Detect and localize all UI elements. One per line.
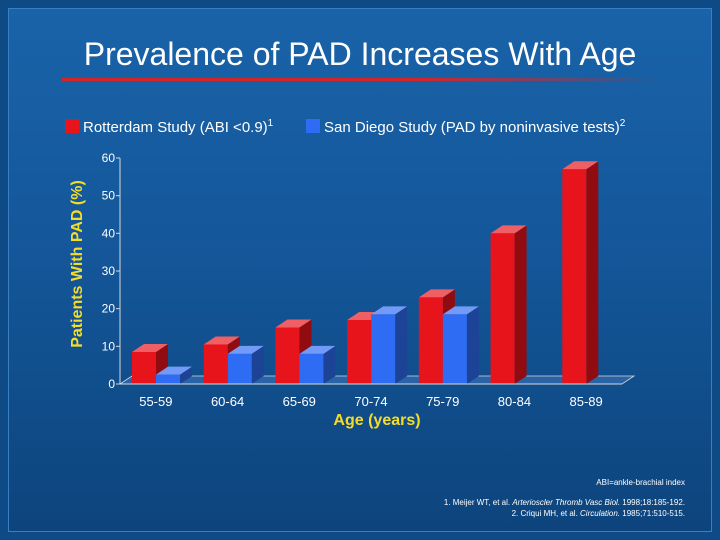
legend-label-sandiego: San Diego Study (PAD by noninvasive test… <box>324 118 626 136</box>
bar-s1-65-69 <box>299 345 336 384</box>
references: 1. Meijer WT, et al. Arterioscler Thromb… <box>444 497 685 519</box>
y-tick-label-3: 30 <box>102 264 116 278</box>
legend-swatch-rotterdam <box>65 119 79 133</box>
x-axis-label: Age (years) <box>333 412 421 429</box>
bar-s1-55-59 <box>156 366 192 384</box>
x-tick-label-80-84: 80-84 <box>498 394 531 409</box>
x-tick-label-75-79: 75-79 <box>426 394 459 409</box>
bar-s1-70-74 <box>371 306 408 384</box>
x-tick-label-55-59: 55-59 <box>139 394 172 409</box>
abbreviation-note: ABI=ankle-brachial index <box>596 478 685 487</box>
x-tick-label-60-64: 60-64 <box>211 394 244 409</box>
x-tick-label-65-69: 65-69 <box>283 394 316 409</box>
x-tick-label-70-74: 70-74 <box>354 394 387 409</box>
y-tick-label-6: 60 <box>102 151 116 165</box>
reference-2: 2. Criqui MH, et al. Circulation. 1985;7… <box>511 509 685 518</box>
chart-title: Prevalence of PAD Increases With Age <box>83 36 637 72</box>
x-tick-label-85-89: 85-89 <box>570 394 603 409</box>
bar-s1-75-79 <box>442 306 479 384</box>
legend-swatch-sandiego <box>306 119 320 133</box>
bar-s0-80-84 <box>490 225 527 384</box>
reference-1: 1. Meijer WT, et al. Arterioscler Thromb… <box>443 498 685 507</box>
bar-s1-60-64 <box>227 345 264 384</box>
bar-s0-85-89 <box>562 161 599 384</box>
legend: Rotterdam Study (ABI <0.9)1 San Diego St… <box>0 118 720 142</box>
legend-label-rotterdam: Rotterdam Study (ABI <0.9)1 <box>83 118 274 136</box>
legend-item-sandiego: San Diego Study (PAD by noninvasive test… <box>306 118 625 136</box>
y-tick-label-5: 50 <box>102 189 116 203</box>
y-tick-label-1: 10 <box>102 339 116 353</box>
title-underline <box>62 78 662 81</box>
y-tick-label-0: 0 <box>108 377 115 391</box>
bar-s0-55-59 <box>132 343 168 384</box>
y-tick-label-4: 40 <box>102 226 116 240</box>
y-tick-label-2: 20 <box>102 302 116 316</box>
legend-item-rotterdam: Rotterdam Study (ABI <0.9)1 <box>65 118 273 136</box>
